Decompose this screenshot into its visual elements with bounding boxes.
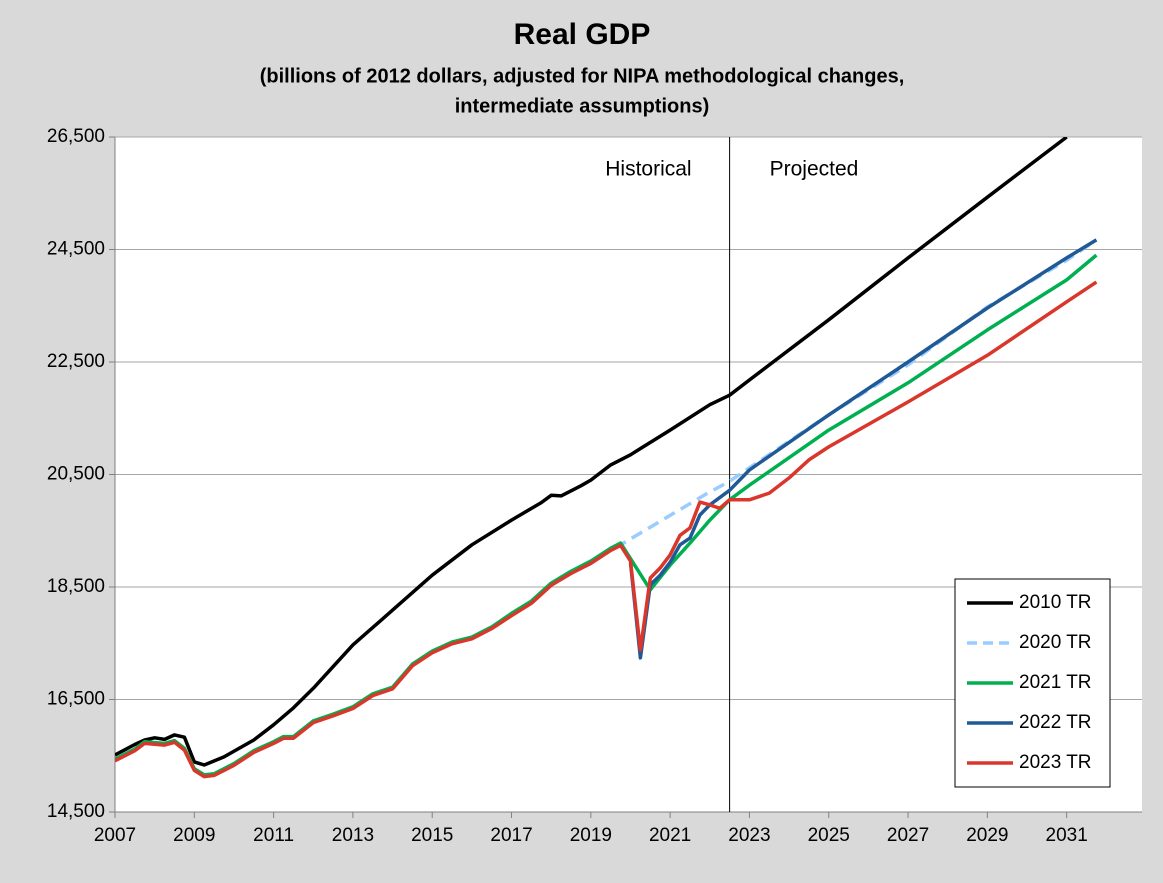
series-line (628, 238, 1098, 660)
x-tick-label: 2027 (887, 825, 929, 846)
chart-subtitle: (billions of 2012 dollars, adjusted for … (260, 65, 905, 87)
chart-title: Real GDP (514, 18, 651, 51)
x-tick-label: 2021 (649, 825, 691, 846)
x-tick-label: 2029 (966, 825, 1008, 846)
x-tick-label: 2009 (173, 825, 215, 846)
x-tick-label: 2013 (332, 825, 374, 846)
x-tick-label: 2031 (1046, 825, 1088, 846)
y-tick-label: 14,500 (47, 801, 105, 822)
chart-subtitle: intermediate assumptions) (455, 95, 710, 117)
legend-label: 2022 TR (1019, 712, 1092, 733)
annotation: Historical (605, 158, 691, 181)
series-line (115, 280, 1098, 779)
x-tick-label: 2017 (490, 825, 532, 846)
x-tick-label: 2025 (808, 825, 850, 846)
y-tick-label: 26,500 (47, 126, 105, 147)
x-tick-label: 2007 (94, 825, 136, 846)
y-tick-label: 24,500 (47, 239, 105, 260)
legend-label: 2010 TR (1019, 592, 1092, 613)
x-tick-label: 2015 (411, 825, 453, 846)
y-tick-label: 20,500 (47, 464, 105, 485)
x-tick-label: 2023 (728, 825, 770, 846)
annotation: Projected (770, 158, 859, 181)
series-line (115, 137, 1068, 767)
x-tick-label: 2019 (570, 825, 612, 846)
x-tick-label: 2011 (253, 825, 294, 846)
legend-label: 2020 TR (1019, 632, 1092, 653)
y-tick-label: 16,500 (47, 689, 105, 710)
y-tick-label: 22,500 (47, 351, 105, 372)
legend-label: 2021 TR (1019, 672, 1092, 693)
legend-label: 2023 TR (1019, 752, 1092, 773)
y-tick-label: 18,500 (47, 576, 105, 597)
